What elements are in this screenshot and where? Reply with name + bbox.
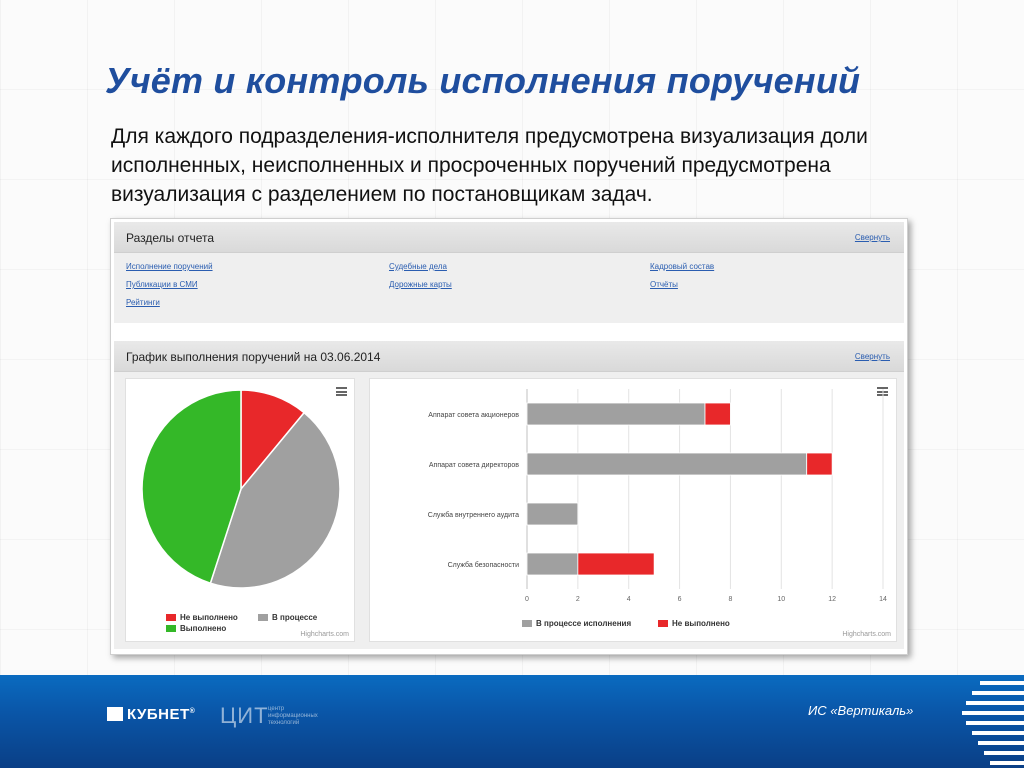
bar-segment[interactable]	[806, 452, 833, 476]
y-category-label: Аппарат совета директоров	[429, 462, 519, 469]
link-staff-composition[interactable]: Кадровый состав	[650, 262, 715, 271]
registered-mark: ®	[189, 708, 196, 715]
x-tick-label: 10	[777, 596, 785, 603]
bar-credits[interactable]: Highcharts.com	[842, 631, 891, 638]
bar-chart-panel: 0 2 4 6 8 10 12 14 Аппарат совета акционеров Аппа…	[369, 378, 897, 642]
bar-chart: 0 2 4 6 8 10 12 14 Аппарат совета акционеров Аппа…	[428, 389, 887, 603]
bar-segment[interactable]	[526, 452, 808, 476]
y-category-label: Служба внутреннего аудита	[428, 511, 519, 519]
kubnet-logo: КУБНЕТ®	[107, 706, 195, 723]
link-reports[interactable]: Отчёты	[650, 280, 678, 289]
y-category-label: Аппарат совета акционеров	[428, 412, 519, 419]
collapse-report-sections-link[interactable]: Свернуть	[854, 233, 890, 242]
chart-section-title: График выполнения поручений на 03.06.201…	[126, 350, 381, 364]
report-sections-header: Разделы отчета Свернуть	[114, 222, 904, 253]
legend-label: Выполнено	[180, 624, 227, 633]
bar-segment[interactable]	[526, 402, 706, 426]
x-tick-label: 12	[828, 596, 836, 603]
pie-slice[interactable]	[141, 389, 242, 585]
chart-section-header: График выполнения поручений на 03.06.201…	[114, 341, 904, 372]
x-tick-label: 2	[576, 596, 580, 603]
cit-logo-subtitle: центр информационных технологий	[268, 706, 318, 726]
report-sections-title: Разделы отчета	[126, 231, 215, 245]
report-screenshot: Разделы отчета Свернуть Исполнение поруч…	[110, 218, 908, 655]
bar-segment[interactable]	[526, 502, 579, 526]
bar-segment[interactable]	[526, 552, 579, 576]
pie-legend-in-progress[interactable]: В процессе	[258, 613, 317, 622]
slide-description: Для каждого подразделения-исполнителя пр…	[111, 125, 868, 206]
x-tick-label: 8	[728, 596, 732, 603]
pie-chart	[141, 389, 341, 589]
bar-segment[interactable]	[577, 552, 655, 576]
kubnet-logo-mark	[107, 707, 123, 721]
legend-label: Не выполнено	[672, 619, 730, 628]
legend-swatch-gray	[258, 614, 268, 621]
bar-legend-not-done[interactable]: Не выполнено	[658, 619, 730, 628]
bar-segment[interactable]	[704, 402, 731, 426]
link-ratings[interactable]: Рейтинги	[126, 298, 160, 307]
link-road-maps[interactable]: Дорожные карты	[389, 280, 452, 289]
chart-section-panel: График выполнения поручений на 03.06.201…	[114, 341, 904, 649]
collapse-chart-section-link[interactable]: Свернуть	[854, 352, 890, 361]
y-category-label: Служба безопасности	[448, 561, 520, 569]
pie-credits[interactable]: Highcharts.com	[300, 631, 349, 638]
legend-swatch-green	[166, 625, 176, 632]
x-tick-label: 0	[525, 596, 529, 603]
x-tick-label: 6	[678, 596, 682, 603]
legend-swatch-red	[658, 620, 668, 627]
link-court-cases[interactable]: Судебные дела	[389, 262, 447, 271]
x-tick-label: 4	[627, 596, 631, 603]
pie-chart-menu-icon[interactable]	[336, 387, 347, 396]
pie-legend-done[interactable]: Выполнено	[166, 624, 226, 633]
slide-title: Учёт и контроль исполнения поручений	[105, 60, 861, 101]
link-media-publications[interactable]: Публикации в СМИ	[126, 280, 198, 289]
legend-label: В процессе исполнения	[536, 619, 632, 628]
pie-legend-not-done[interactable]: Не выполнено	[166, 613, 238, 622]
pie-slice[interactable]	[240, 389, 306, 492]
system-name: ИС «Вертикаль»	[808, 703, 914, 718]
legend-swatch-red	[166, 614, 176, 621]
footer-band: КУБНЕТ® ЦИТ центр информационных техноло…	[0, 675, 1024, 768]
x-tick-label: 14	[879, 596, 887, 603]
pie-chart-panel: Не выполнено В процессе Выполнено Highch…	[125, 378, 355, 642]
cit-logo: ЦИТ	[220, 703, 269, 728]
link-execution-of-orders[interactable]: Исполнение поручений	[126, 262, 213, 271]
pie-slice[interactable]	[209, 411, 341, 589]
bar-legend-in-progress[interactable]: В процессе исполнения	[522, 619, 631, 628]
legend-swatch-gray	[522, 620, 532, 627]
legend-label: Не выполнено	[180, 613, 238, 622]
decorative-stripes	[954, 675, 1024, 768]
report-sections-panel: Разделы отчета Свернуть Исполнение поруч…	[114, 222, 904, 323]
kubnet-logo-text: КУБНЕТ	[127, 706, 190, 723]
legend-label: В процессе	[272, 613, 318, 622]
